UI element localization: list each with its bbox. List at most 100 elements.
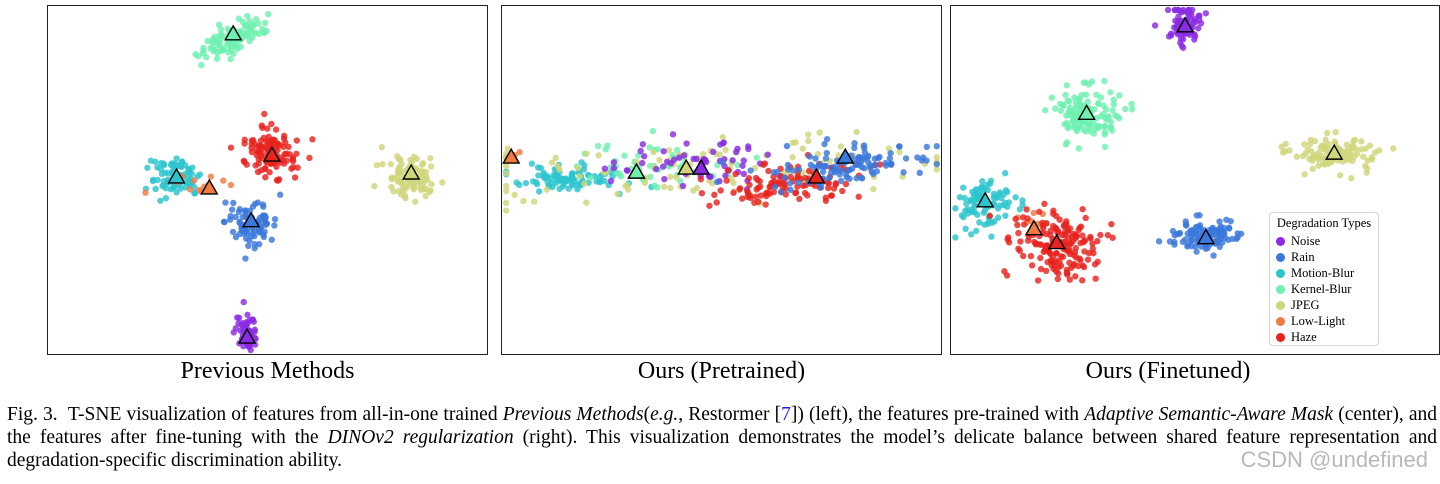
scatter-point-rain — [1220, 231, 1227, 238]
scatter-point-rain — [844, 166, 851, 174]
scatter-point-motion-blur — [1019, 197, 1026, 204]
scatter-point-motion-blur — [522, 179, 530, 187]
citation-link[interactable]: 7 — [781, 404, 791, 425]
scatter-point-haze — [241, 158, 248, 166]
scatter-point-kernel-blur — [604, 142, 611, 149]
scatter-point-rain — [249, 203, 257, 210]
scatter-point-jpeg — [420, 179, 427, 187]
scatter-point-rain — [887, 161, 894, 168]
scatter-point-rain — [856, 160, 863, 167]
scatter-point-kernel-blur — [261, 19, 269, 27]
scatter-point-jpeg — [379, 161, 386, 168]
scatter-point-haze — [752, 193, 759, 200]
scatter-point-jpeg — [418, 186, 425, 194]
scatter-point-rain — [242, 235, 250, 242]
scatter-point-kernel-blur — [1128, 106, 1136, 113]
scatter-point-kernel-blur — [1064, 124, 1072, 132]
centroid-marker-jpeg — [402, 163, 421, 180]
scatter-point-rain — [887, 149, 894, 157]
centroid-marker-haze — [262, 145, 282, 162]
scatter-point-kernel-blur — [218, 31, 225, 38]
scatter-point-motion-blur — [596, 174, 603, 181]
scatter-point-haze — [1040, 225, 1047, 232]
caption-text: (center), and the features after fine-tu… — [7, 404, 1437, 448]
scatter-point-rain — [914, 154, 921, 161]
scatter-point-rain — [232, 213, 239, 221]
scatter-point-jpeg — [417, 171, 424, 179]
scatter-point-haze — [262, 174, 269, 181]
scatter-point-noise — [679, 182, 687, 190]
scatter-point-kernel-blur — [1112, 112, 1119, 119]
scatter-point-haze — [1015, 229, 1022, 237]
scatter-point-noise — [249, 316, 256, 323]
scatter-point-rain — [1182, 221, 1190, 228]
scatter-point-motion-blur — [154, 164, 161, 171]
scatter-point-haze — [254, 168, 262, 176]
legend-item-haze: Haze — [1276, 329, 1372, 345]
scatter-point-noise — [639, 141, 647, 148]
scatter-point-noise — [1202, 10, 1210, 17]
scatter-point-rain — [807, 161, 815, 169]
scatter-point-rain — [1224, 236, 1232, 244]
scatter-point-noise — [740, 170, 748, 178]
scatter-point-jpeg — [574, 165, 582, 172]
scatter-point-motion-blur — [144, 164, 151, 171]
scatter-point-rain — [778, 189, 785, 196]
scatter-point-motion-blur — [952, 234, 959, 241]
scatter-point-kernel-blur — [1095, 100, 1102, 108]
scatter-point-noise — [244, 311, 251, 319]
scatter-point-rain — [719, 159, 726, 166]
scatter-point-haze — [1097, 231, 1104, 239]
scatter-point-haze — [281, 150, 289, 158]
scatter-point-haze — [1064, 269, 1071, 277]
scatter-point-rain — [1194, 223, 1201, 230]
scatter-point-kernel-blur — [204, 37, 211, 45]
scatter-point-rain — [933, 143, 940, 150]
scatter-point-haze — [782, 185, 790, 192]
scatter-point-noise — [663, 158, 671, 165]
scatter-point-noise — [1195, 25, 1202, 32]
scatter-point-rain — [812, 155, 819, 162]
scatter-point-rain — [1171, 241, 1178, 248]
scatter-point-motion-blur — [149, 177, 157, 185]
scatter-point-rain — [271, 215, 279, 223]
scatter-point-kernel-blur — [198, 61, 205, 69]
scatter-point-noise — [601, 165, 609, 172]
scatter-point-rain — [276, 191, 284, 198]
scatter-point-haze — [1037, 254, 1044, 262]
panel-caption-finetuned: Ours (Finetuned) — [1085, 358, 1251, 384]
scatter-point-haze — [1061, 231, 1069, 239]
scatter-point-haze — [1079, 205, 1086, 213]
scatter-point-haze — [792, 189, 800, 196]
scatter-point-motion-blur — [178, 159, 186, 166]
scatter-point-noise — [675, 154, 683, 161]
scatter-point-noise — [722, 172, 729, 179]
centroid-marker-low-light — [200, 178, 219, 195]
scatter-point-rain — [795, 179, 802, 186]
scatter-point-jpeg — [388, 183, 395, 191]
scatter-point-motion-blur — [173, 155, 180, 162]
scatter-point-jpeg — [699, 150, 707, 158]
scatter-point-rain — [785, 166, 792, 173]
scatter-point-kernel-blur — [1080, 126, 1087, 133]
scatter-point-jpeg — [633, 158, 640, 166]
scatter-point-jpeg — [1343, 156, 1351, 164]
scatter-point-jpeg — [554, 162, 562, 170]
scatter-point-motion-blur — [544, 173, 551, 180]
scatter-point-kernel-blur — [1110, 96, 1118, 103]
legend-label: Low-Light — [1291, 313, 1346, 328]
scatter-point-haze — [266, 169, 273, 176]
scatter-point-noise — [610, 164, 618, 172]
scatter-point-kernel-blur — [1066, 108, 1074, 115]
scatter-point-haze — [766, 183, 773, 190]
scatter-point-motion-blur — [1012, 194, 1019, 201]
scatter-point-motion-blur — [979, 178, 986, 185]
centroid-marker-haze — [807, 167, 826, 184]
scatter-point-jpeg — [397, 191, 405, 198]
scatter-point-rain — [1166, 238, 1174, 245]
scatter-point-jpeg — [837, 143, 845, 150]
scatter-point-noise — [729, 157, 736, 164]
scatter-point-motion-blur — [535, 188, 543, 195]
scatter-point-kernel-blur — [234, 45, 241, 52]
scatter-point-kernel-blur — [1063, 112, 1070, 119]
